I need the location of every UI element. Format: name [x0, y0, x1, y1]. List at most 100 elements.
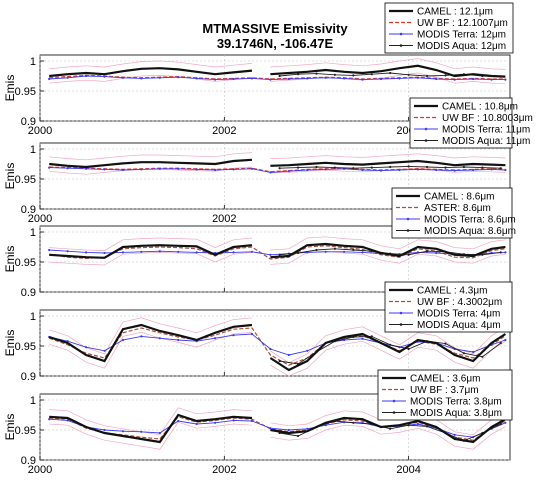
series-line-camel [270, 416, 506, 444]
legend-entry: CAMEL : 4.3μm [417, 286, 487, 297]
series-line-camel [49, 244, 253, 259]
data-point [84, 74, 88, 78]
data-point [398, 168, 401, 172]
data-point [213, 337, 217, 340]
chart-panel: 2000 2002 2004 0.9 0.95 1 Emis CAMEL : 3.6μmUW … [3, 369, 513, 476]
data-point [177, 250, 180, 253]
legend-marker [392, 411, 396, 414]
data-point [453, 78, 456, 81]
data-point [370, 73, 373, 76]
data-point [140, 335, 143, 338]
legend-entry: CAMEL : 10.8μm [442, 102, 518, 113]
camel-uncertainty-line [270, 326, 506, 364]
data-point [140, 250, 143, 253]
data-point [306, 349, 309, 352]
y-tick-label: 0.9 [21, 287, 36, 299]
data-point [306, 168, 309, 172]
legend-entry: MODIS Terra: 8.6μm [424, 215, 516, 226]
data-point [250, 250, 254, 253]
data-point [435, 168, 438, 172]
data-point [499, 167, 502, 170]
data-point [48, 248, 51, 252]
data-point [416, 168, 419, 171]
y-tick-label: 0.9 [21, 116, 36, 128]
data-point [158, 76, 161, 79]
data-point [407, 165, 410, 168]
series-line-camel [49, 67, 253, 78]
legend-entry: MODIS Aqua: 8.6μm [424, 226, 516, 237]
data-point [481, 253, 484, 256]
data-point [121, 76, 125, 79]
camel-uncertainty-line [49, 421, 252, 450]
data-point [361, 251, 364, 254]
data-point [287, 353, 290, 357]
series-line-camel [269, 332, 506, 372]
x-tick-label: 2002 [212, 125, 236, 137]
camel-uncertainty-line [270, 340, 506, 377]
data-point [416, 422, 419, 426]
data-point [296, 73, 300, 76]
data-point [499, 251, 502, 254]
y-axis-label: Emis [3, 163, 17, 190]
y-tick-label: 1 [30, 56, 36, 68]
data-point [343, 250, 346, 253]
data-point [435, 251, 438, 255]
data-point [499, 422, 502, 426]
data-point [269, 427, 272, 430]
data-point [499, 341, 502, 345]
data-point [324, 250, 327, 253]
data-point [444, 166, 447, 169]
data-point [504, 338, 507, 342]
data-point [425, 74, 429, 78]
series-line-camel [270, 159, 506, 167]
data-point [453, 433, 456, 436]
x-tick-label: 2000 [28, 213, 52, 225]
data-point [121, 338, 125, 342]
data-point [269, 253, 272, 256]
data-point [472, 168, 475, 172]
data-point [269, 347, 272, 351]
legend-entry: MODIS Terra: 11μm [442, 125, 530, 136]
legend-entry: MODIS Terra: 12μm [417, 30, 506, 41]
data-point [490, 168, 493, 171]
data-point [389, 427, 392, 430]
data-point [504, 78, 507, 81]
data-point [232, 168, 235, 171]
data-point [296, 434, 300, 438]
data-point [48, 418, 51, 421]
data-point [472, 350, 475, 354]
legend-entry: UW BF : 4.3002μm [417, 297, 502, 308]
series-line-modis-terra [49, 167, 506, 173]
data-point [504, 251, 507, 254]
data-point [84, 346, 88, 349]
data-point [352, 74, 355, 77]
data-point [121, 251, 125, 254]
camel-uncertainty-line [49, 252, 252, 266]
data-point [435, 77, 438, 81]
data-point [453, 169, 456, 172]
camel-uncertainty-line [49, 75, 252, 84]
data-point [361, 78, 364, 81]
legend-marker [399, 32, 403, 36]
data-point [177, 419, 180, 423]
data-point [158, 250, 161, 253]
data-point [352, 167, 355, 170]
data-point [462, 165, 466, 169]
data-point [158, 167, 161, 170]
data-point [389, 71, 392, 75]
series-line-modis-terra [49, 75, 506, 81]
data-point [250, 332, 254, 336]
data-point [278, 359, 281, 363]
data-point [444, 342, 447, 345]
data-point [250, 167, 254, 170]
legend-entry: UW BF : 12.1007μm [417, 18, 508, 29]
data-point [333, 247, 337, 250]
legend-entry: MODIS Aqua: 12μm [417, 41, 506, 52]
data-point [278, 167, 281, 170]
legend-marker [399, 311, 403, 315]
data-point [66, 250, 69, 253]
data-point [287, 428, 290, 432]
data-point [481, 166, 484, 169]
